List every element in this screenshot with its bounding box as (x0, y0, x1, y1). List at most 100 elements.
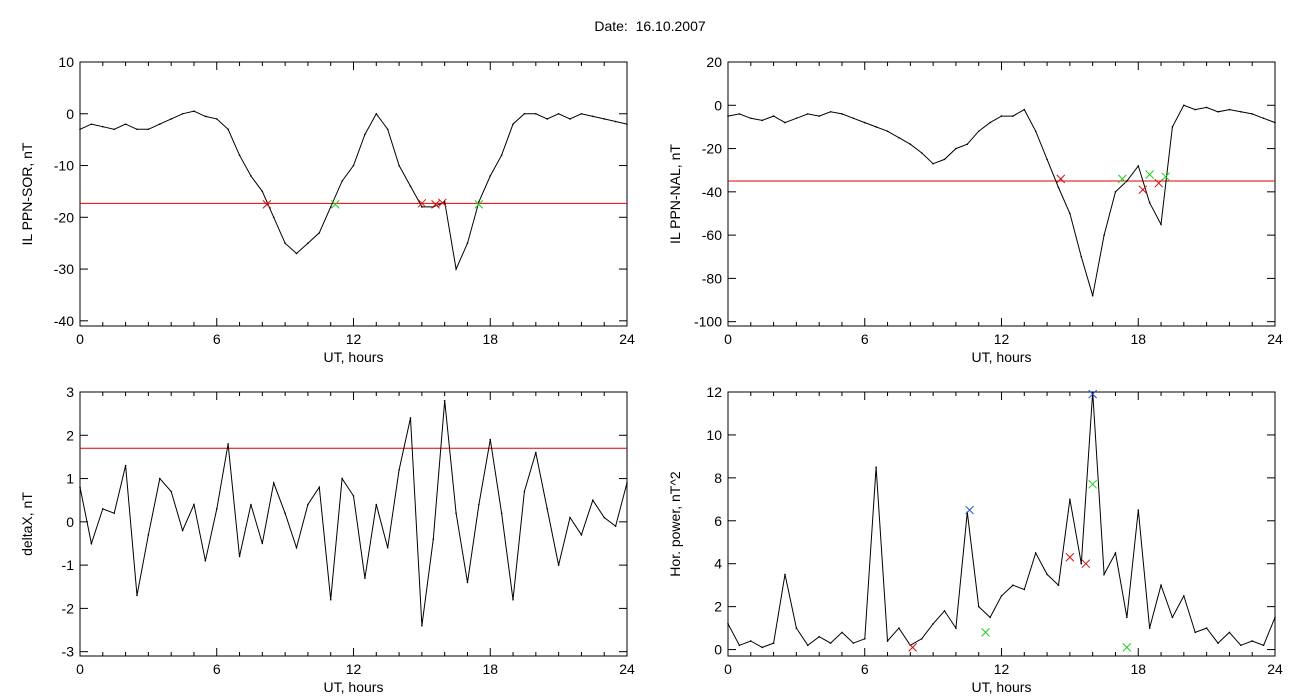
data-point (1091, 294, 1094, 297)
data-point (284, 242, 286, 244)
data-point (1080, 255, 1083, 258)
event-marker-stroke (474, 199, 484, 209)
data-point (512, 123, 514, 125)
data-point (329, 598, 332, 601)
data-point (1069, 212, 1071, 215)
data-point (761, 119, 763, 122)
data-point (1183, 595, 1185, 597)
x-tick-label: 0 (724, 661, 732, 677)
x-tick-label: 12 (994, 661, 1010, 677)
event-marker-blue (965, 505, 974, 515)
data-point (1000, 595, 1003, 597)
data-point (898, 136, 900, 139)
data-point (147, 128, 150, 131)
data-point (592, 115, 594, 118)
y-tick-label: 10 (58, 54, 74, 70)
x-axis-title: UT, hours (324, 679, 384, 695)
data-point (318, 232, 321, 234)
data-point (1057, 186, 1060, 189)
data-point (761, 646, 763, 649)
event-marker-green (474, 199, 484, 209)
data-point (79, 486, 81, 489)
event-marker-red (431, 199, 440, 209)
event-marker-red (417, 198, 427, 208)
data-point (920, 152, 923, 154)
data-point (204, 115, 207, 118)
data-point (478, 503, 480, 506)
data-point (875, 126, 877, 128)
date-label: Date: (594, 18, 628, 34)
event-marker-stroke (1161, 172, 1170, 182)
data-point (181, 529, 184, 532)
data-point (204, 559, 207, 562)
data-point (727, 623, 729, 625)
data-point (1023, 588, 1026, 591)
data-point (523, 490, 526, 493)
y-axis-title: deltaX, nT (19, 492, 35, 556)
data-point (1114, 552, 1117, 554)
event-marker-green (1088, 479, 1098, 489)
data-point (1160, 584, 1162, 586)
data-point (818, 635, 820, 638)
data-point (909, 143, 912, 146)
data-point (841, 113, 843, 115)
data-point (1103, 573, 1105, 576)
event-marker-stroke (1088, 389, 1098, 399)
data-point (1012, 115, 1014, 117)
data-point (977, 130, 980, 133)
data-point (738, 113, 741, 115)
event-marker-stroke (417, 198, 427, 208)
data-point (364, 577, 366, 579)
data-point (181, 112, 184, 115)
event-marker-green (330, 199, 340, 209)
y-tick-label: 3 (66, 384, 74, 400)
data-point (1228, 631, 1231, 634)
data-point (626, 123, 628, 125)
y-tick-label: -2 (62, 600, 75, 616)
data-point (409, 417, 412, 419)
y-tick-label: 20 (706, 54, 722, 70)
data-point (818, 115, 820, 117)
y-tick-label: 0 (714, 97, 722, 113)
data-point (352, 164, 355, 167)
data-point (841, 631, 843, 634)
data-point (955, 147, 957, 150)
data-point (489, 438, 492, 441)
y-tick-label: 1 (66, 471, 74, 487)
panel-hor-power: 0 6 12 18 24 12 10 8 6 4 2 0 UT, hours Hor. power, nT… (667, 384, 1283, 695)
data-point (1114, 191, 1117, 193)
data-point (1126, 616, 1128, 619)
data-point (101, 508, 104, 510)
x-axis-title: UT, hours (972, 349, 1032, 365)
data-point (1194, 108, 1197, 111)
data-point (977, 605, 980, 608)
x-tick-label: 12 (994, 331, 1010, 347)
data-point (1160, 223, 1162, 226)
data-point (1228, 108, 1231, 111)
data-point (772, 115, 775, 117)
data-point (875, 466, 877, 468)
data-point (193, 503, 195, 506)
data-point (943, 610, 946, 612)
data-point (614, 525, 617, 527)
data-point (261, 542, 264, 545)
data-point (863, 121, 866, 124)
data-point (307, 503, 309, 506)
x-tick-label: 18 (482, 661, 498, 677)
event-marker-stroke (1088, 479, 1098, 489)
x-tick-label: 0 (76, 661, 84, 677)
x-tick-label: 12 (346, 331, 362, 347)
data-point (250, 503, 252, 506)
data-point (455, 268, 457, 270)
panel-ppn-nal: 0 6 12 18 24 20 0 -20 -40 -60 -80 -100 UT, hours IL P… (667, 54, 1283, 365)
data-point (784, 573, 786, 576)
data-point (886, 640, 889, 642)
data-point (580, 534, 583, 536)
data-point (364, 133, 366, 136)
data-point (307, 242, 309, 244)
event-marker-stroke (1056, 174, 1066, 184)
x-axis-title: UT, hours (972, 679, 1032, 695)
data-point (784, 121, 786, 124)
data-point (113, 512, 115, 514)
